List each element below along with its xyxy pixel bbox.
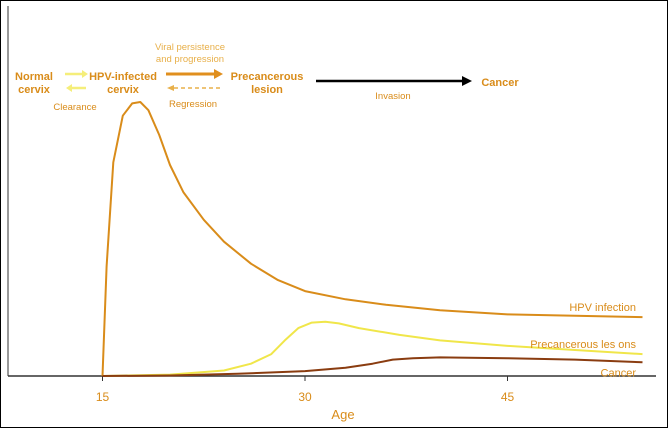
progression-arrow-head	[214, 69, 223, 79]
viral-persistence-label-line1: Viral persistence	[155, 42, 225, 53]
cancer-stage-label: Cancer	[481, 77, 519, 89]
hpv-infected-cervix-label-line1: HPV-infected	[89, 71, 157, 83]
precancerous-lesion-label-line2: lesion	[251, 84, 283, 96]
series-line-0	[101, 101, 643, 377]
x-tick-label: 45	[501, 390, 515, 404]
series-line-1	[102, 320, 643, 377]
progression-diagram: Normal cervix HPV-infected cervix Precan…	[15, 42, 519, 113]
regression-label: Regression	[169, 99, 217, 110]
x-axis-title: Age	[331, 407, 354, 422]
clearance-arrow-head	[66, 84, 72, 92]
series-line-2	[102, 356, 643, 377]
series-label-1: Precancerous les ons	[530, 339, 636, 351]
invasion-arrow-head	[462, 76, 472, 86]
x-tick-label: 30	[298, 390, 312, 404]
x-axis-ticks: 15 30 45	[96, 376, 515, 404]
regression-arrow-head	[167, 85, 174, 91]
precancerous-lesion-label-line1: Precancerous	[231, 71, 304, 83]
normal-cervix-label-line2: cervix	[18, 84, 51, 96]
infection-arrow-head	[82, 70, 88, 78]
hpv-infected-cervix-label-line2: cervix	[107, 84, 140, 96]
series-group: HPV infection Precancerous les ons Cancer	[101, 101, 643, 379]
viral-persistence-label-line2: and progression	[156, 54, 224, 65]
normal-cervix-label-line1: Normal	[15, 71, 53, 83]
series-label-0: HPV infection	[569, 302, 636, 314]
invasion-label: Invasion	[375, 91, 410, 102]
series-label-2: Cancer	[601, 367, 637, 379]
x-tick-label: 15	[96, 390, 110, 404]
clearance-label: Clearance	[53, 102, 96, 113]
